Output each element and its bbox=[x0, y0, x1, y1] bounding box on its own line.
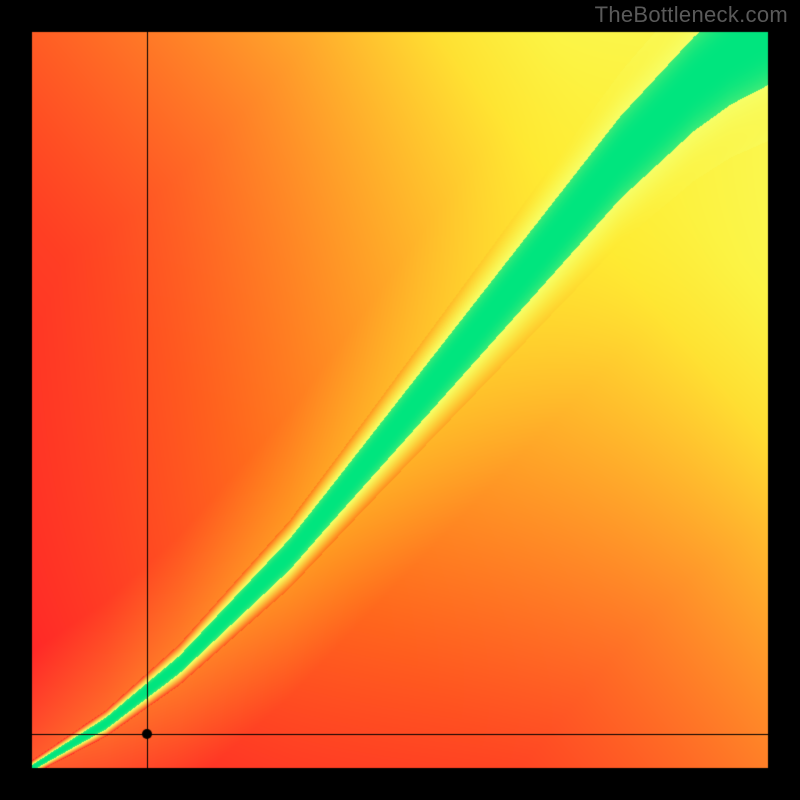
bottleneck-heatmap bbox=[0, 0, 800, 800]
watermark-text: TheBottleneck.com bbox=[595, 2, 788, 28]
